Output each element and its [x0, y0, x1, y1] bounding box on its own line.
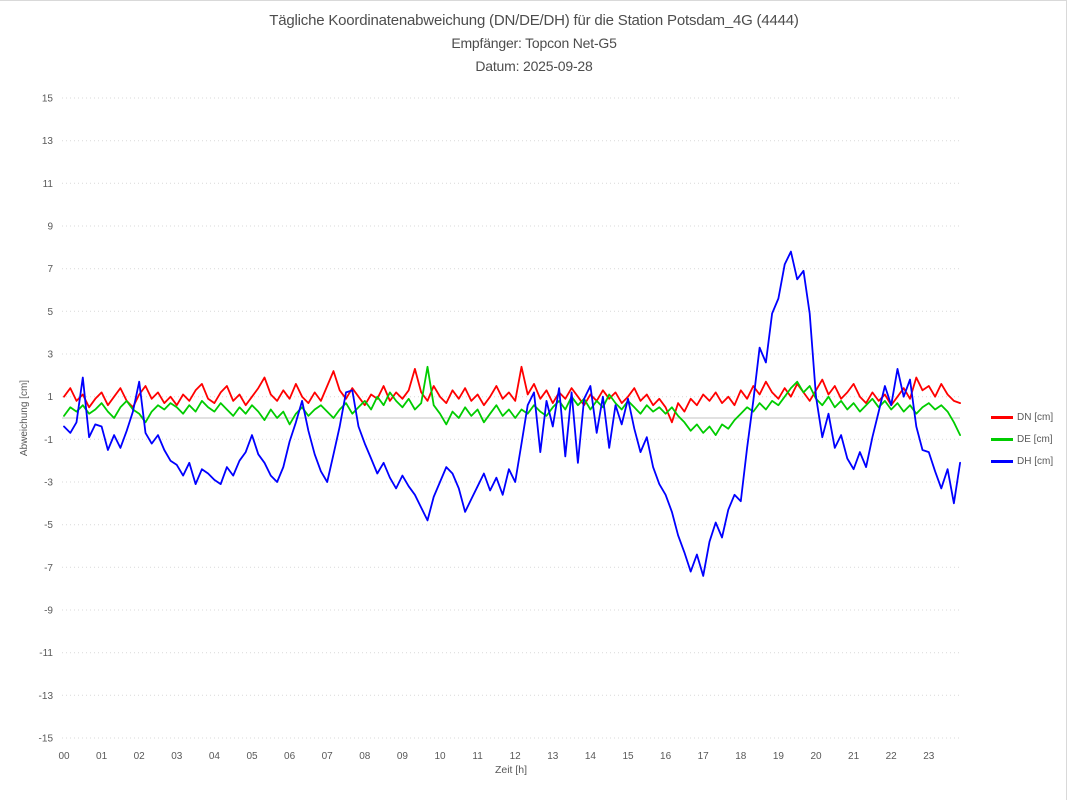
- legend-label-dh: DH [cm]: [1017, 455, 1054, 467]
- y-tick-label: 15: [42, 94, 54, 105]
- chart-legend: DN [cm] DE [cm] DH [cm]: [991, 410, 1053, 476]
- x-tick-label: 09: [397, 751, 409, 762]
- chart-title: Tägliche Koordinatenabweichung (DN/DE/DH…: [269, 12, 799, 29]
- y-tick-label: 5: [47, 307, 53, 318]
- dh-line-swatch: [991, 459, 1013, 463]
- y-tick-label: 7: [47, 264, 53, 275]
- x-tick-label: 06: [284, 751, 296, 762]
- y-tick-label: -15: [39, 734, 54, 745]
- x-tick-label: 00: [58, 751, 70, 762]
- x-tick-label: 23: [923, 751, 935, 762]
- x-tick-label: 12: [510, 751, 522, 762]
- y-tick-label: 11: [43, 179, 54, 190]
- y-axis-title: Abweichung [cm]: [19, 379, 30, 457]
- y-tick-label: -3: [44, 478, 53, 489]
- de-line-swatch: [991, 437, 1013, 441]
- x-tick-label: 02: [134, 751, 146, 762]
- x-tick-label: 21: [848, 751, 860, 762]
- y-tick-label: 9: [47, 222, 53, 233]
- x-tick-label: 07: [322, 751, 334, 762]
- y-tick-label: -7: [44, 563, 53, 574]
- legend-label-dn: DN [cm]: [1017, 411, 1054, 423]
- x-tick-label: 05: [246, 751, 258, 762]
- dn-line-swatch: [991, 415, 1013, 419]
- x-tick-label: 20: [810, 751, 822, 762]
- x-tick-label: 14: [585, 751, 597, 762]
- x-tick-label: 17: [698, 751, 710, 762]
- x-tick-label: 08: [359, 751, 371, 762]
- y-tick-label: -5: [44, 520, 53, 531]
- x-tick-label: 03: [171, 751, 183, 762]
- x-axis-title: Zeit [h]: [494, 764, 528, 776]
- x-tick-label: 15: [622, 751, 634, 762]
- chart-subtitle-date: Datum: 2025-09-28: [475, 58, 593, 74]
- x-tick-label: 10: [434, 751, 446, 762]
- x-tick-label: 16: [660, 751, 672, 762]
- legend-item-dn: DN [cm]: [991, 410, 1053, 424]
- x-tick-label: 19: [773, 751, 785, 762]
- y-tick-label: -9: [44, 606, 53, 617]
- y-tick-label: 1: [47, 392, 53, 403]
- x-tick-label: 18: [735, 751, 747, 762]
- series-line-de: [63, 365, 961, 437]
- x-tick-label: 04: [209, 751, 221, 762]
- x-tick-label: 01: [96, 751, 108, 762]
- x-tick-label: 11: [472, 751, 483, 762]
- y-tick-label: -11: [39, 648, 53, 659]
- y-tick-label: 3: [47, 350, 53, 361]
- series-line-dn: [63, 365, 961, 424]
- x-tick-label: 13: [547, 751, 559, 762]
- y-tick-label: 13: [42, 136, 54, 147]
- series-line-dh: [63, 250, 961, 577]
- chart-title-block: Tägliche Koordinatenabweichung (DN/DE/DH…: [0, 9, 1068, 78]
- legend-label-de: DE [cm]: [1017, 433, 1053, 445]
- legend-item-dh: DH [cm]: [991, 454, 1053, 468]
- chart-subtitle-receiver: Empfänger: Topcon Net-G5: [451, 35, 617, 51]
- x-tick-label: 22: [886, 751, 898, 762]
- legend-item-de: DE [cm]: [991, 432, 1053, 446]
- y-tick-label: -1: [44, 435, 53, 446]
- y-tick-label: -13: [39, 691, 54, 702]
